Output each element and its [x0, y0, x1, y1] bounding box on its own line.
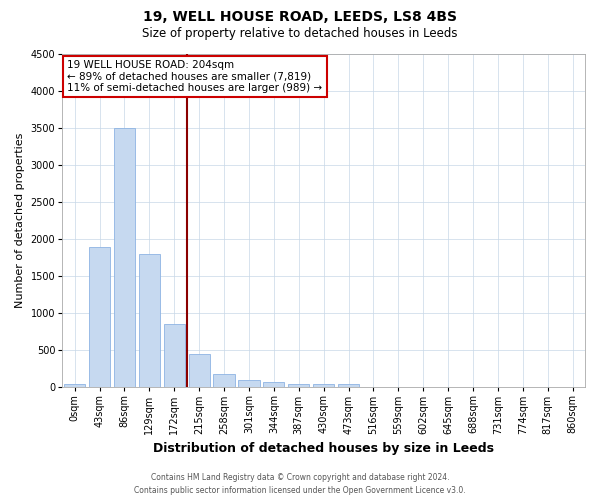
Bar	[313, 384, 334, 388]
Bar	[263, 382, 284, 388]
Bar	[139, 254, 160, 388]
Text: 19 WELL HOUSE ROAD: 204sqm
← 89% of detached houses are smaller (7,819)
11% of s: 19 WELL HOUSE ROAD: 204sqm ← 89% of deta…	[67, 60, 322, 93]
Bar	[214, 374, 235, 388]
Text: Contains HM Land Registry data © Crown copyright and database right 2024.
Contai: Contains HM Land Registry data © Crown c…	[134, 474, 466, 495]
Bar	[64, 384, 85, 388]
Bar	[164, 324, 185, 388]
Text: Size of property relative to detached houses in Leeds: Size of property relative to detached ho…	[142, 28, 458, 40]
Bar	[238, 380, 260, 388]
Bar	[89, 246, 110, 388]
Y-axis label: Number of detached properties: Number of detached properties	[15, 133, 25, 308]
Bar	[114, 128, 135, 388]
X-axis label: Distribution of detached houses by size in Leeds: Distribution of detached houses by size …	[153, 442, 494, 455]
Bar	[338, 384, 359, 388]
Bar	[288, 384, 310, 388]
Text: 19, WELL HOUSE ROAD, LEEDS, LS8 4BS: 19, WELL HOUSE ROAD, LEEDS, LS8 4BS	[143, 10, 457, 24]
Bar	[188, 354, 210, 388]
